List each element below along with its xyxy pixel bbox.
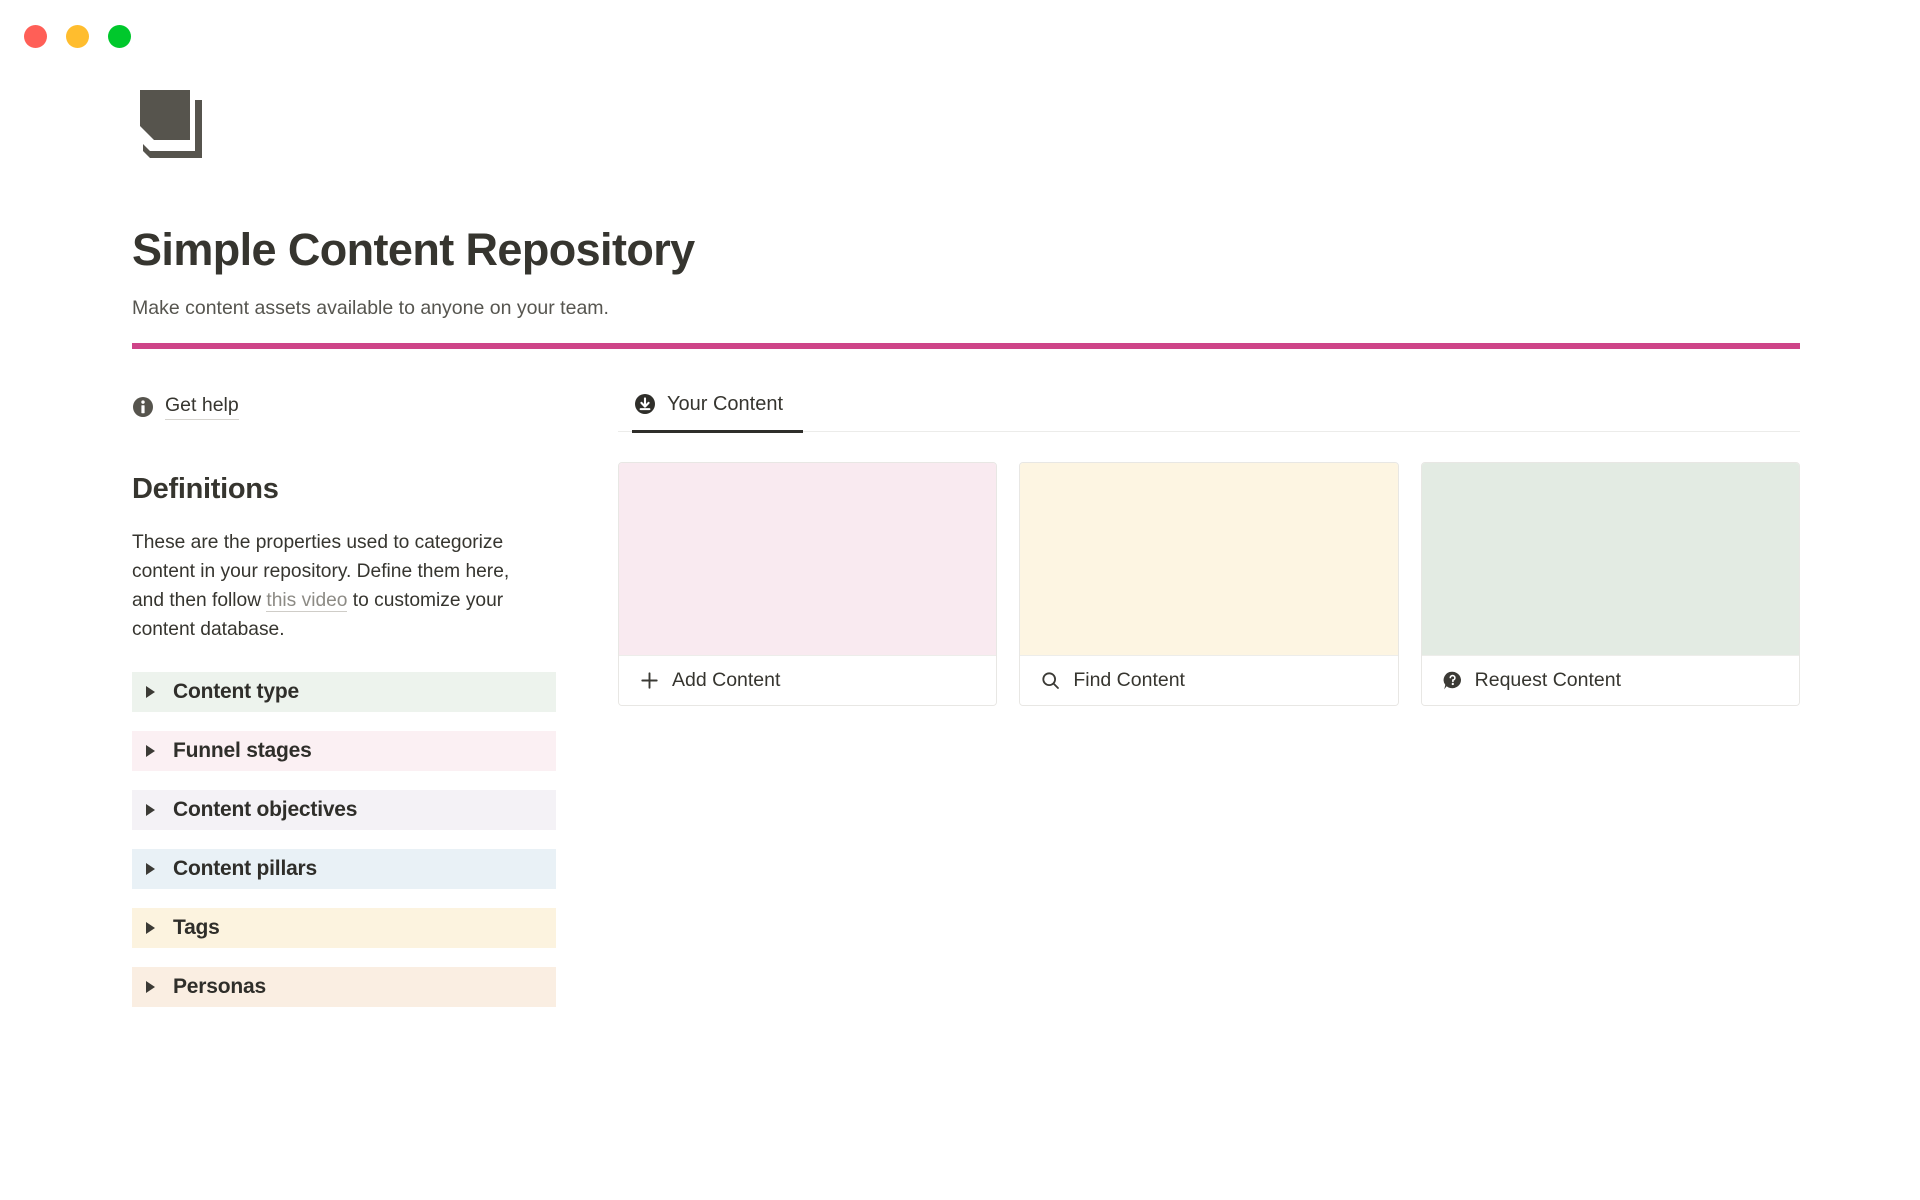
content-panel: Your Content Add Content — [618, 393, 1800, 1007]
accordion-item-label: Content objectives — [173, 798, 358, 822]
logo — [132, 86, 1800, 178]
this-video-link[interactable]: this video — [266, 589, 348, 612]
accordion-item-label: Funnel stages — [173, 739, 312, 763]
minimize-button[interactable] — [66, 24, 89, 48]
close-button[interactable] — [24, 24, 47, 48]
definitions-paragraph: These are the properties used to categor… — [132, 528, 536, 645]
definitions-sidebar: Get help Definitions These are the prope… — [132, 393, 556, 1008]
card-request-content[interactable]: Request Content — [1420, 461, 1800, 706]
page-body: Get help Definitions These are the prope… — [0, 393, 1920, 1008]
tab-your-content[interactable]: Your Content — [632, 392, 804, 433]
content-cards: Add Content Find Content — [618, 461, 1800, 706]
definitions-accordion: Content type Funnel stages Content objec… — [132, 672, 556, 1008]
chevron-right-icon — [146, 922, 155, 935]
card-footer[interactable]: Add Content — [619, 654, 997, 705]
definitions-heading: Definitions — [132, 472, 279, 505]
page-header: Simple Content Repository Make content a… — [0, 86, 1920, 349]
card-add-content[interactable]: Add Content — [618, 461, 998, 706]
accordion-item-label: Content type — [173, 680, 299, 704]
get-help-link[interactable]: Get help — [132, 393, 239, 421]
chevron-right-icon — [146, 863, 155, 876]
accordion-item-label: Personas — [173, 975, 266, 999]
chevron-right-icon — [146, 745, 155, 758]
card-preview — [1421, 462, 1799, 655]
info-icon — [133, 396, 153, 417]
definitions-text-before: These are the properties used to categor… — [132, 531, 510, 611]
page-subtitle: Make content assets available to anyone … — [132, 296, 609, 319]
tab-label: Your Content — [667, 392, 784, 415]
window-titlebar — [0, 0, 1920, 72]
chevron-right-icon — [146, 981, 155, 994]
card-label: Add Content — [672, 668, 781, 691]
definitions-text-after: to customize your content database. — [132, 589, 504, 641]
question-bubble-icon — [1443, 671, 1461, 690]
chevron-right-icon — [146, 686, 155, 699]
card-preview — [1020, 462, 1398, 655]
accordion-item-label: Content pillars — [173, 857, 318, 881]
card-preview — [619, 462, 997, 655]
plus-icon — [641, 672, 658, 689]
accordion-item-funnel-stages[interactable]: Funnel stages — [132, 731, 556, 772]
card-footer[interactable]: Find Content — [1020, 654, 1398, 705]
download-circle-icon — [635, 394, 655, 415]
accordion-item-content-objectives[interactable]: Content objectives — [132, 790, 556, 831]
page-title: Simple Content Repository — [132, 224, 695, 275]
card-footer[interactable]: Request Content — [1421, 654, 1799, 705]
accordion-item-content-pillars[interactable]: Content pillars — [132, 849, 556, 890]
tabbar: Your Content — [618, 392, 1800, 433]
accordion-item-label: Tags — [173, 916, 220, 940]
card-find-content[interactable]: Find Content — [1019, 461, 1399, 706]
card-label: Find Content — [1073, 668, 1185, 691]
accordion-item-content-type[interactable]: Content type — [132, 672, 556, 713]
documents-copy-icon — [140, 90, 202, 158]
accordion-item-tags[interactable]: Tags — [132, 908, 556, 949]
card-label: Request Content — [1474, 668, 1622, 691]
maximize-button[interactable] — [108, 24, 131, 48]
chevron-right-icon — [146, 804, 155, 817]
get-help-label: Get help — [165, 393, 239, 421]
accordion-item-personas[interactable]: Personas — [132, 967, 556, 1008]
search-icon — [1042, 672, 1060, 689]
header-divider — [132, 342, 1800, 349]
traffic-lights — [24, 24, 131, 48]
